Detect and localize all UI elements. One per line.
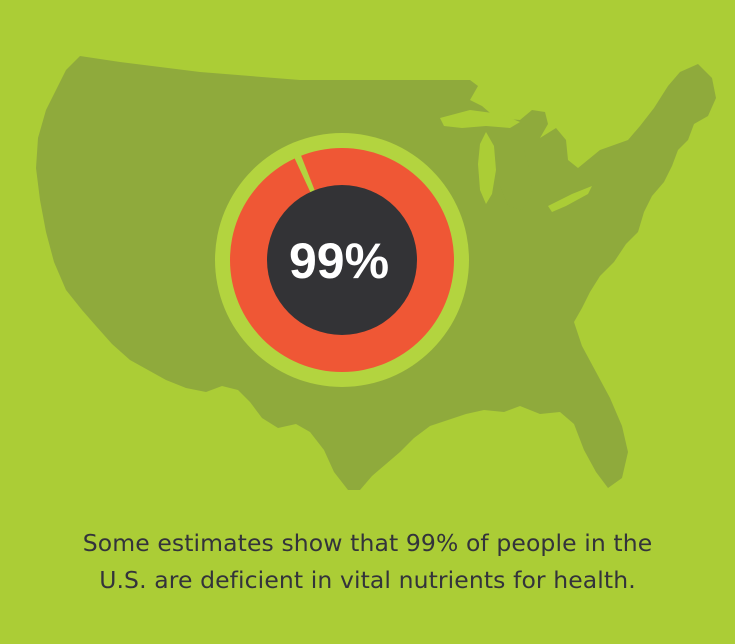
percent-value: 99% <box>289 233 389 289</box>
caption: Some estimates show that 99% of people i… <box>0 525 735 599</box>
michigan-shape <box>496 142 532 210</box>
lake-superior <box>440 110 520 128</box>
ring-center <box>267 185 417 335</box>
lake-michigan <box>478 132 496 204</box>
caption-line-1: Some estimates show that 99% of people i… <box>82 529 653 557</box>
lake-erie <box>548 186 592 212</box>
caption-line-2: U.S. are deficient in vital nutrients fo… <box>99 566 636 594</box>
